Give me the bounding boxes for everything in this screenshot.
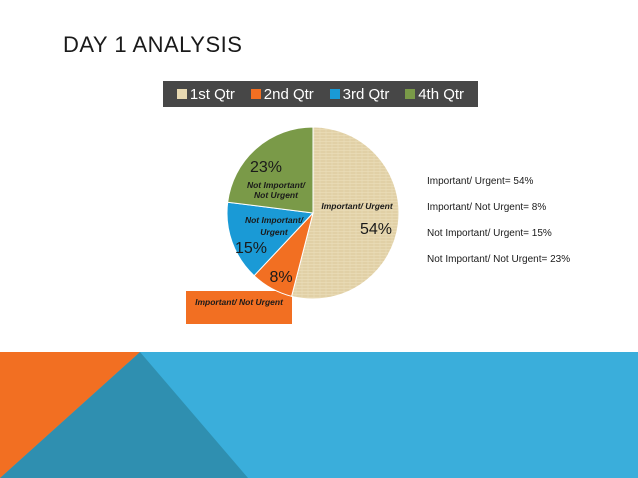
slice-value-label-important-urgent: 54%	[360, 221, 392, 238]
legend-item-2nd-qtr: 2nd Qtr	[250, 85, 314, 103]
legend-item-4th-qtr: 4th Qtr	[405, 86, 464, 103]
legend-swatch-3rd-qtr	[329, 89, 340, 99]
legend-swatch-2nd-qtr	[250, 89, 261, 99]
slice-category-label-not-important-urgent-line1: Not Important/	[245, 215, 305, 225]
slice-value-label-not-important-not-urgent: 23%	[250, 159, 282, 176]
slide-title: DAY 1 ANALYSIS	[63, 32, 243, 57]
slice-category-label-not-important-not-urgent-line2: Not Urgent	[254, 190, 299, 200]
legend-item-1st-qtr: 1st Qtr	[176, 85, 235, 103]
legend-item-3rd-qtr: 3rd Qtr	[329, 85, 390, 103]
side-list-item: Not Important/ Urgent= 15%	[427, 228, 552, 239]
legend-swatch-1st-qtr	[176, 89, 187, 99]
footer-teal-triangle	[0, 352, 248, 478]
legend-label-4th-qtr: 4th Qtr	[418, 85, 465, 103]
legend-label-2nd-qtr: 2nd Qtr	[263, 85, 314, 103]
pie-slice-important-urgent	[291, 126, 400, 300]
slice-category-label-not-important-not-urgent-line1: Not Important/	[247, 180, 307, 190]
legend-label-1st-qtr: 1st Qtr	[189, 85, 235, 103]
pie-slice-not-important-not-urgent	[227, 126, 314, 214]
side-list-item: Not Important/ Not Urgent= 23%	[427, 254, 571, 265]
footer-shapes	[0, 352, 638, 478]
slice-category-label-not-important-urgent-line2: Urgent	[260, 227, 289, 237]
slice-value-label-important-not-urgent: 8%	[269, 269, 292, 286]
pie-slice-not-important-urgent	[226, 201, 315, 277]
pie-labels: 54% Important/ Urgent 8% Important/ Not …	[195, 159, 394, 307]
slice-value-label-not-important-urgent: 15%	[235, 240, 267, 257]
pie-slices	[226, 126, 400, 300]
legend-swatch-4th-qtr	[405, 89, 416, 99]
side-list-item: Important/ Not Urgent= 8%	[427, 202, 547, 213]
callout-box	[186, 291, 292, 324]
footer-orange-triangle	[0, 352, 140, 478]
slice-category-label-important-not-urgent: Important/ Not Urgent	[195, 297, 284, 307]
slice-category-label-important-urgent: Important/ Urgent	[321, 201, 393, 211]
chart-legend: 1st Qtr 2nd Qtr 3rd Qtr 4th Qtr	[163, 81, 478, 107]
legend-label-3rd-qtr: 3rd Qtr	[342, 85, 390, 103]
side-summary-list: Important/ Urgent= 54% Important/ Not Ur…	[427, 176, 570, 280]
side-list-item: Important/ Urgent= 54%	[427, 176, 534, 187]
